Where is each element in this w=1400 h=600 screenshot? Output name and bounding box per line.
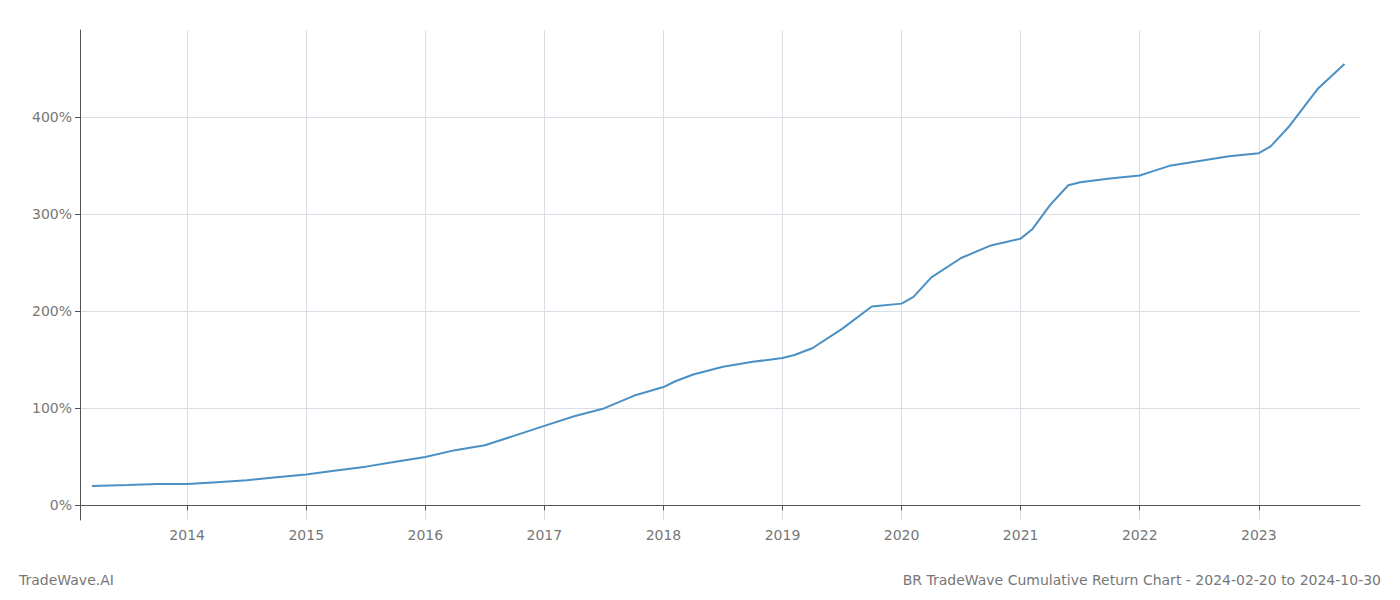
svg-text:2023: 2023	[1241, 527, 1277, 543]
svg-text:2021: 2021	[1003, 527, 1039, 543]
svg-text:BR TradeWave Cumulative Return: BR TradeWave Cumulative Return Chart - 2…	[903, 572, 1381, 588]
svg-text:400%: 400%	[32, 109, 72, 125]
svg-text:2016: 2016	[407, 527, 443, 543]
svg-text:100%: 100%	[32, 400, 72, 416]
svg-text:2022: 2022	[1122, 527, 1158, 543]
svg-text:300%: 300%	[32, 206, 72, 222]
svg-text:200%: 200%	[32, 303, 72, 319]
svg-text:2018: 2018	[646, 527, 682, 543]
svg-text:2014: 2014	[169, 527, 205, 543]
svg-text:2015: 2015	[288, 527, 324, 543]
svg-text:2020: 2020	[884, 527, 920, 543]
svg-text:2017: 2017	[527, 527, 563, 543]
svg-text:2019: 2019	[765, 527, 801, 543]
svg-text:0%: 0%	[50, 497, 72, 513]
svg-text:TradeWave.AI: TradeWave.AI	[18, 572, 114, 588]
